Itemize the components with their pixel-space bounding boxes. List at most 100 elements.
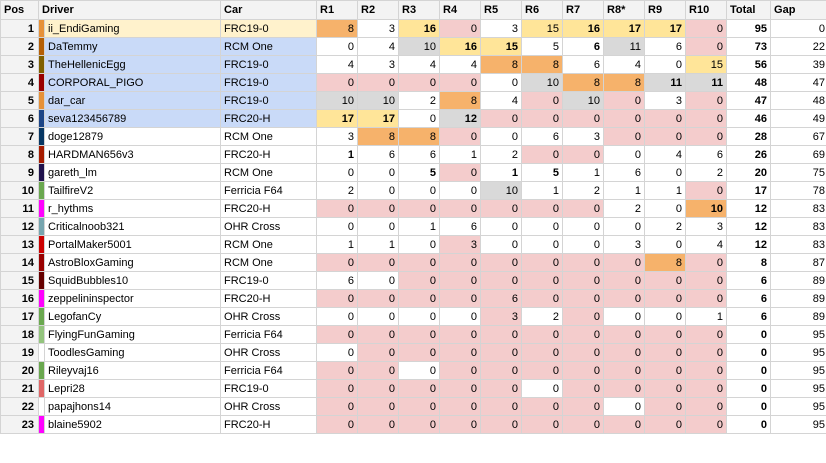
position-cell[interactable]: 21 (0, 379, 39, 398)
race-result-cell[interactable]: 1 (316, 235, 359, 254)
race-result-cell[interactable]: 6 (603, 163, 646, 182)
race-result-cell[interactable]: 6 (439, 217, 482, 236)
race-result-cell[interactable]: 0 (357, 307, 400, 326)
total-cell[interactable]: 56 (726, 55, 772, 74)
total-cell[interactable]: 0 (726, 415, 772, 434)
gap-cell[interactable]: 39 (770, 55, 826, 74)
gap-cell[interactable]: 87 (770, 253, 826, 272)
race-result-cell[interactable]: 0 (685, 127, 728, 146)
driver-name-cell[interactable]: Criticalnoob321 (43, 217, 222, 236)
race-result-cell[interactable]: 0 (521, 289, 564, 308)
race-result-cell[interactable]: 3 (480, 307, 523, 326)
gap-cell[interactable]: 78 (770, 181, 826, 200)
race-result-cell[interactable]: 0 (398, 325, 441, 344)
position-cell[interactable]: 7 (0, 127, 39, 146)
race-result-cell[interactable]: 10 (562, 91, 605, 110)
driver-name-cell[interactable]: blaine5902 (43, 415, 222, 434)
race-result-cell[interactable]: 0 (480, 199, 523, 218)
total-cell[interactable]: 48 (726, 73, 772, 92)
race-result-cell[interactable]: 0 (439, 73, 482, 92)
race-result-cell[interactable]: 0 (685, 271, 728, 290)
race-result-cell[interactable]: 0 (603, 343, 646, 362)
race-result-cell[interactable]: 1 (521, 181, 564, 200)
race-result-cell[interactable]: 0 (562, 307, 605, 326)
race-result-cell[interactable]: 0 (357, 361, 400, 380)
race-result-cell[interactable]: 10 (685, 199, 728, 218)
car-cell[interactable]: RCM One (220, 163, 318, 182)
race-result-cell[interactable]: 0 (685, 253, 728, 272)
race-result-cell[interactable]: 0 (562, 253, 605, 272)
race-result-cell[interactable]: 8 (603, 73, 646, 92)
race-result-cell[interactable]: 0 (603, 325, 646, 344)
car-cell[interactable]: FRC19-0 (220, 379, 318, 398)
total-cell[interactable]: 0 (726, 325, 772, 344)
position-cell[interactable]: 22 (0, 397, 39, 416)
race-result-cell[interactable]: 8 (357, 127, 400, 146)
car-cell[interactable]: RCM One (220, 253, 318, 272)
race-result-cell[interactable]: 0 (562, 109, 605, 128)
race-result-cell[interactable]: 0 (316, 163, 359, 182)
race-result-cell[interactable]: 0 (562, 343, 605, 362)
race-result-cell[interactable]: 2 (562, 181, 605, 200)
driver-name-cell[interactable]: r_hythms (43, 199, 222, 218)
race-result-cell[interactable]: 3 (316, 127, 359, 146)
race-result-cell[interactable]: 4 (644, 145, 687, 164)
race-result-cell[interactable]: 0 (398, 73, 441, 92)
race-result-cell[interactable]: 0 (603, 109, 646, 128)
total-cell[interactable]: 12 (726, 235, 772, 254)
total-cell[interactable]: 0 (726, 361, 772, 380)
race-result-cell[interactable]: 0 (357, 73, 400, 92)
car-cell[interactable]: Ferricia F64 (220, 361, 318, 380)
race-result-cell[interactable]: 0 (480, 397, 523, 416)
race-result-cell[interactable]: 8 (644, 253, 687, 272)
race-result-cell[interactable]: 0 (439, 343, 482, 362)
total-cell[interactable]: 95 (726, 19, 772, 38)
car-cell[interactable]: FRC20-H (220, 199, 318, 218)
race-result-cell[interactable]: 0 (357, 325, 400, 344)
race-result-cell[interactable]: 5 (521, 37, 564, 56)
race-result-cell[interactable]: 0 (316, 217, 359, 236)
race-result-cell[interactable]: 3 (480, 19, 523, 38)
car-cell[interactable]: FRC19-0 (220, 55, 318, 74)
race-result-cell[interactable]: 16 (439, 37, 482, 56)
race-result-cell[interactable]: 8 (480, 55, 523, 74)
total-cell[interactable]: 6 (726, 271, 772, 290)
position-cell[interactable]: 23 (0, 415, 39, 434)
race-result-cell[interactable]: 5 (521, 163, 564, 182)
race-result-cell[interactable]: 4 (480, 91, 523, 110)
car-cell[interactable]: FRC20-H (220, 415, 318, 434)
race-result-cell[interactable]: 0 (685, 343, 728, 362)
driver-name-cell[interactable]: zeppelininspector (43, 289, 222, 308)
race-result-cell[interactable]: 0 (439, 307, 482, 326)
race-result-cell[interactable]: 0 (644, 397, 687, 416)
position-cell[interactable]: 4 (0, 73, 39, 92)
total-cell[interactable]: 28 (726, 127, 772, 146)
driver-name-cell[interactable]: LegofanCy (43, 307, 222, 326)
race-result-cell[interactable]: 0 (439, 379, 482, 398)
race-result-cell[interactable]: 1 (357, 235, 400, 254)
race-result-cell[interactable]: 0 (562, 235, 605, 254)
total-cell[interactable]: 17 (726, 181, 772, 200)
driver-name-cell[interactable]: TailfireV2 (43, 181, 222, 200)
race-result-cell[interactable]: 15 (521, 19, 564, 38)
race-result-cell[interactable]: 1 (644, 181, 687, 200)
race-result-cell[interactable]: 11 (685, 73, 728, 92)
race-result-cell[interactable]: 0 (357, 199, 400, 218)
race-result-cell[interactable]: 0 (521, 343, 564, 362)
race-result-cell[interactable]: 0 (685, 289, 728, 308)
car-cell[interactable]: FRC19-0 (220, 91, 318, 110)
race-result-cell[interactable]: 4 (603, 55, 646, 74)
gap-cell[interactable]: 95 (770, 397, 826, 416)
race-result-cell[interactable]: 12 (439, 109, 482, 128)
race-result-cell[interactable]: 0 (685, 181, 728, 200)
total-cell[interactable]: 8 (726, 253, 772, 272)
race-result-cell[interactable]: 0 (603, 415, 646, 434)
gap-cell[interactable]: 89 (770, 307, 826, 326)
race-result-cell[interactable]: 1 (562, 163, 605, 182)
race-result-cell[interactable]: 0 (439, 163, 482, 182)
driver-name-cell[interactable]: HARDMAN656v3 (43, 145, 222, 164)
race-result-cell[interactable]: 0 (439, 289, 482, 308)
race-result-cell[interactable]: 0 (439, 325, 482, 344)
position-cell[interactable]: 12 (0, 217, 39, 236)
position-cell[interactable]: 2 (0, 37, 39, 56)
